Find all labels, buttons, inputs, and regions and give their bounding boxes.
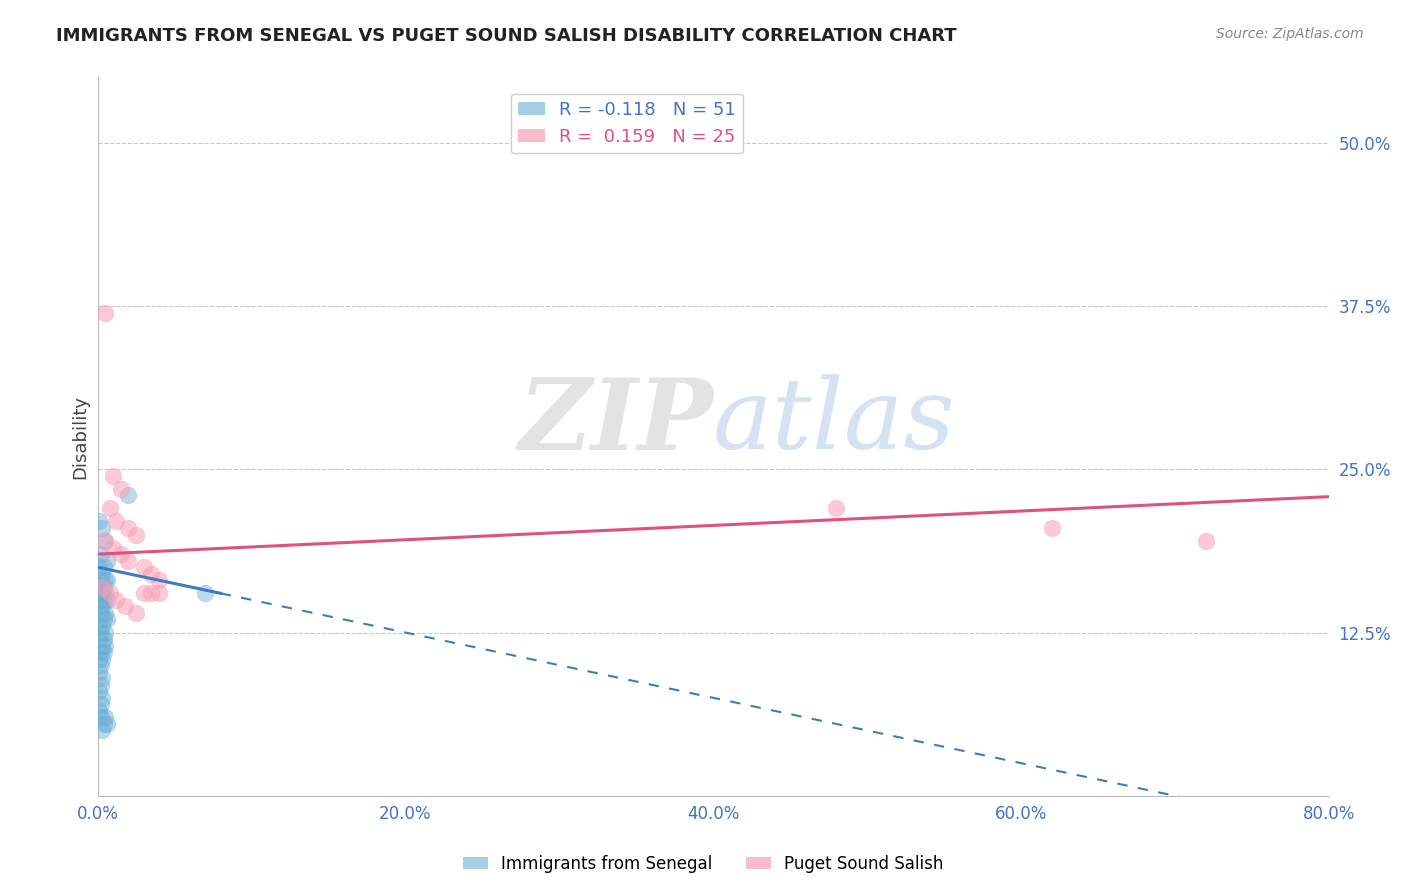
Point [90,698,112,712]
Point [148,574,170,588]
Point [91,639,114,653]
Point [87,515,110,529]
Point [87,560,110,574]
Point [114,599,136,614]
Point [96,554,118,568]
Point [117,488,139,502]
Point [87,651,110,665]
Text: atlas: atlas [713,375,956,470]
Point [91,723,114,738]
Point [117,521,139,535]
Point [91,619,114,633]
Point [94,305,117,319]
Point [90,678,112,692]
Point [90,710,112,724]
Point [110,482,132,496]
Text: Source: ZipAtlas.com: Source: ZipAtlas.com [1216,27,1364,41]
Point [87,599,110,614]
Legend: Immigrants from Senegal, Puget Sound Salish: Immigrants from Senegal, Puget Sound Sal… [456,848,950,880]
Point [117,554,139,568]
Point [94,639,117,653]
Point [90,606,112,620]
Point [93,612,115,626]
Point [93,560,115,574]
Point [141,586,163,600]
Point [94,574,117,588]
Point [105,515,128,529]
Point [87,619,110,633]
Point [91,651,114,665]
Point [91,566,114,581]
Point [90,592,112,607]
Point [93,717,115,731]
Point [125,527,148,541]
Point [141,566,163,581]
Point [132,560,155,574]
Point [1194,534,1216,549]
Point [94,534,117,549]
Point [93,632,115,646]
Point [94,586,117,600]
Point [91,599,114,614]
Point [1040,521,1063,535]
Point [194,586,217,600]
Point [825,501,848,516]
Point [94,606,117,620]
Point [101,468,124,483]
Point [91,671,114,685]
Point [90,645,112,659]
Legend: R = -0.118   N = 51, R =  0.159   N = 25: R = -0.118 N = 51, R = 0.159 N = 25 [510,94,744,153]
Point [148,586,170,600]
Point [101,541,124,555]
Point [87,580,110,594]
Point [132,586,155,600]
Point [110,547,132,561]
Point [87,632,110,646]
Point [94,710,117,724]
Point [87,665,110,679]
Point [96,574,118,588]
Point [93,580,115,594]
Point [90,625,112,640]
Text: ZIP: ZIP [519,374,713,470]
Point [93,645,115,659]
Point [87,684,110,698]
Point [96,717,118,731]
Point [87,704,110,718]
Point [105,592,128,607]
Point [90,658,112,673]
Point [90,574,112,588]
Y-axis label: Disability: Disability [72,394,89,479]
Point [98,501,121,516]
Point [94,534,117,549]
Point [91,586,114,600]
Point [91,690,114,705]
Point [90,547,112,561]
Point [93,592,115,607]
Point [96,612,118,626]
Point [125,606,148,620]
Point [91,521,114,535]
Point [94,625,117,640]
Text: IMMIGRANTS FROM SENEGAL VS PUGET SOUND SALISH DISABILITY CORRELATION CHART: IMMIGRANTS FROM SENEGAL VS PUGET SOUND S… [56,27,957,45]
Point [91,580,114,594]
Point [98,586,121,600]
Point [96,592,118,607]
